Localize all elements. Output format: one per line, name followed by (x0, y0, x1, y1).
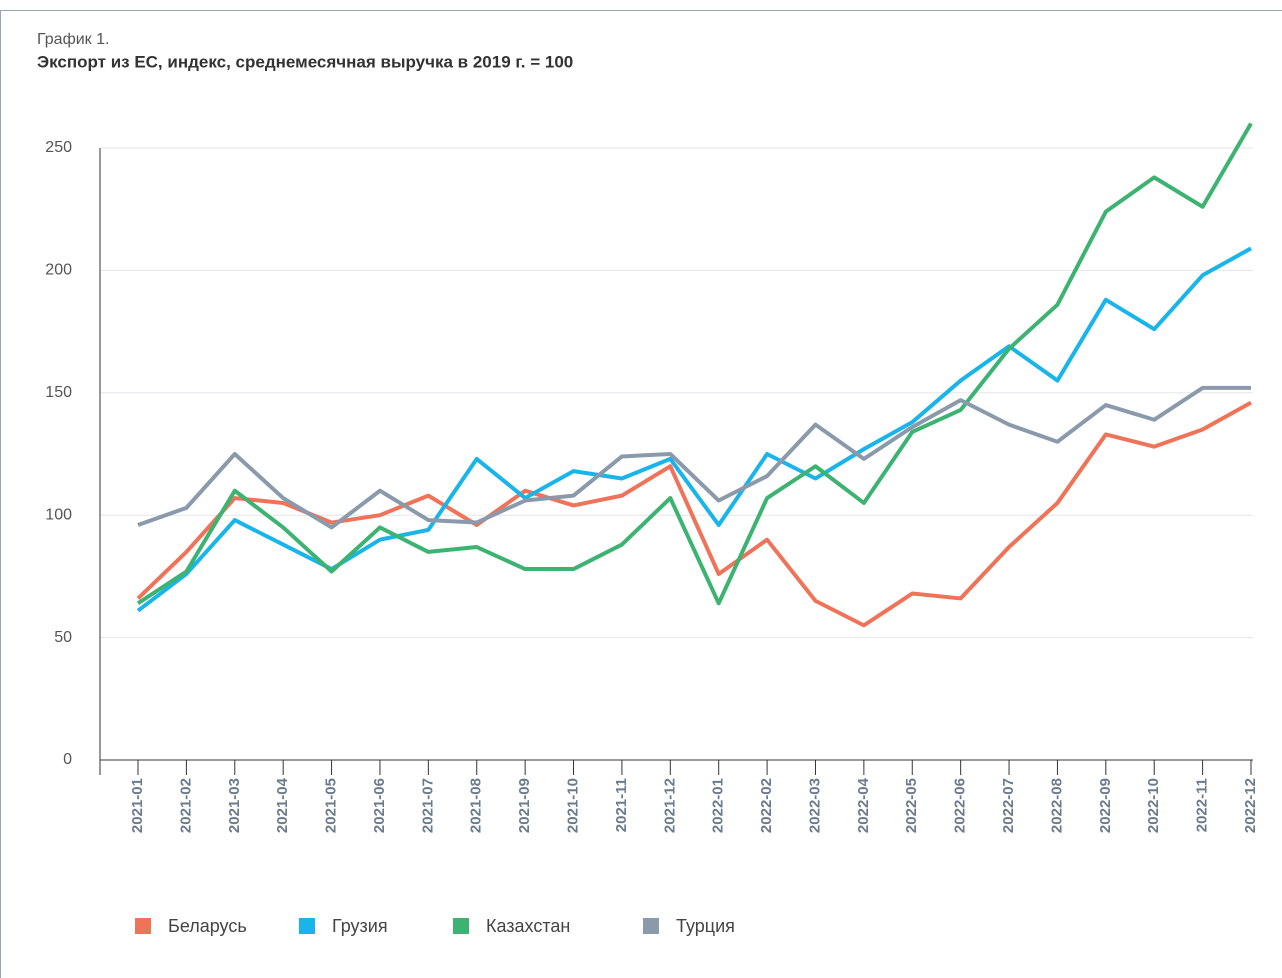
x-tick-label: 2022-09 (1097, 778, 1114, 833)
legend-swatch (135, 918, 151, 934)
x-tick-label: 2021-11 (613, 778, 630, 832)
x-tick-label: 2021-07 (419, 778, 436, 833)
x-tick-label: 2021-10 (564, 778, 581, 833)
x-tick-label: 2022-03 (806, 778, 823, 833)
legend-swatch (453, 918, 469, 934)
legend-swatch (643, 918, 659, 934)
y-tick-label: 100 (45, 506, 72, 523)
x-tick-label: 2021-06 (371, 778, 388, 833)
x-tick-label: 2022-10 (1145, 778, 1162, 833)
x-tick-label: 2022-01 (710, 778, 727, 833)
y-tick-label: 200 (45, 262, 72, 279)
x-tick-label: 2021-04 (274, 777, 291, 833)
series-line (136, 400, 1252, 628)
x-tick-label: 2021-03 (226, 778, 243, 833)
legend-swatch (299, 918, 315, 934)
legend-label: Грузия (332, 916, 388, 936)
chart-title: Экспорт из ЕС, индекс, среднемесячная вы… (37, 52, 573, 71)
x-tick-label: 2022-05 (903, 778, 920, 833)
x-tick-label: 2021-12 (661, 778, 678, 833)
x-tick-label: 2021-01 (129, 778, 146, 833)
x-tick-label: 2022-06 (952, 778, 969, 833)
chart-label: График 1. (37, 31, 109, 48)
x-tick-label: 2021-08 (468, 778, 485, 833)
y-tick-label: 50 (54, 629, 72, 646)
x-tick-label: 2022-07 (1000, 778, 1017, 833)
legend-label: Турция (676, 916, 735, 936)
x-tick-label: 2021-02 (177, 778, 194, 833)
x-tick-label: 2021-05 (323, 778, 340, 833)
x-tick-label: 2021-09 (516, 778, 533, 833)
x-tick-label: 2022-02 (758, 778, 775, 833)
series-line (137, 385, 1251, 530)
series-line (136, 122, 1253, 606)
x-tick-label: 2022-11 (1194, 778, 1211, 832)
frame (0, 10, 1282, 978)
y-tick-label: 0 (63, 751, 72, 768)
series-line (136, 246, 1252, 613)
y-tick-label: 150 (45, 384, 72, 401)
y-tick-label: 250 (45, 139, 72, 156)
legend-label: Казахстан (486, 916, 570, 936)
x-tick-label: 2022-12 (1242, 778, 1259, 833)
x-tick-label: 2022-04 (855, 777, 872, 833)
legend-label: Беларусь (168, 916, 247, 936)
x-tick-label: 2022-08 (1048, 778, 1065, 833)
